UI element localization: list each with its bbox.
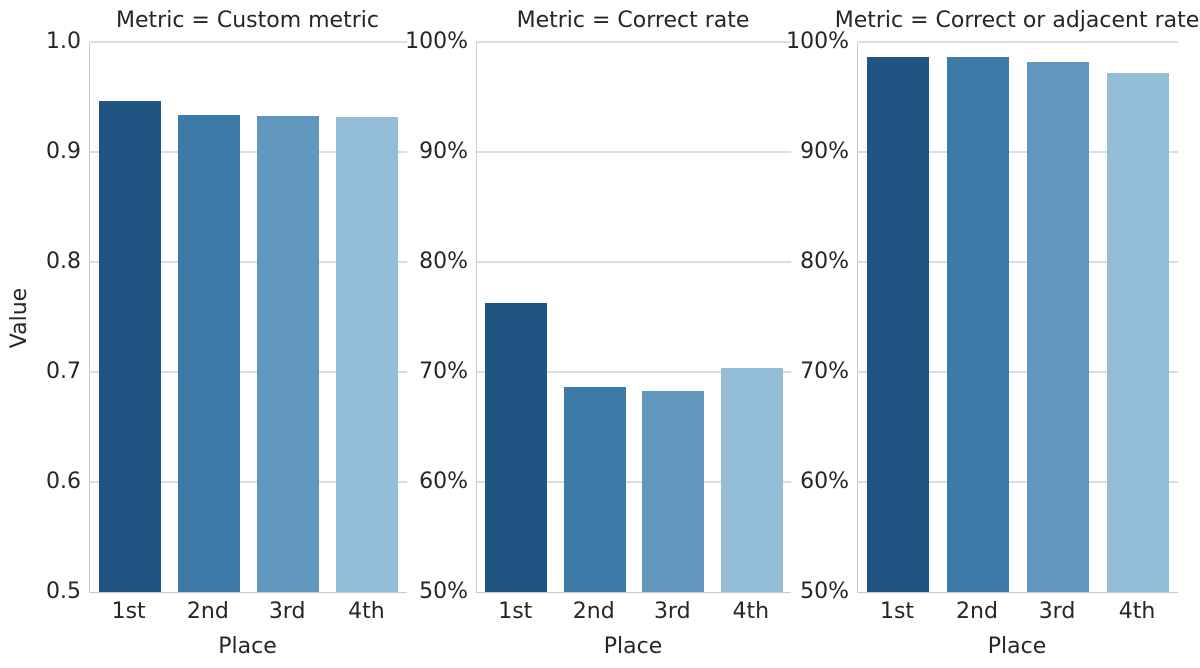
y-tick-label: 50% — [800, 579, 849, 604]
gridline — [477, 41, 791, 43]
y-tick-label: 0.5 — [46, 579, 81, 604]
bar-4th — [720, 367, 783, 592]
x-tick-label: 4th — [732, 599, 770, 624]
x-tick-label: 1st — [879, 599, 915, 624]
x-axis-label: Place — [987, 634, 1047, 659]
y-tick-label: 80% — [800, 249, 849, 274]
gridline — [477, 261, 791, 263]
gridline — [90, 151, 407, 153]
gridline — [858, 41, 1178, 43]
bar-3rd — [1027, 61, 1089, 592]
bar-1st — [98, 101, 161, 592]
bar-2nd — [563, 387, 626, 592]
y-tick-label: 0.9 — [46, 139, 81, 164]
x-tick-label: 4th — [348, 599, 385, 624]
x-tick-label: 2nd — [956, 599, 998, 624]
gridline — [858, 481, 1178, 483]
bar-3rd — [257, 115, 320, 592]
bar-2nd — [947, 57, 1009, 592]
x-tick-label: 3rd — [268, 599, 306, 624]
x-tick-label: 1st — [498, 599, 533, 624]
facet-title: Metric = Custom metric — [116, 8, 379, 33]
x-tick-label: 1st — [111, 599, 146, 624]
facet-title: Metric = Correct or adjacent rate — [834, 8, 1200, 33]
y-tick-label: 60% — [419, 469, 468, 494]
y-tick-label: 70% — [419, 359, 468, 384]
y-tick-label: 100% — [786, 29, 849, 54]
y-tick-label: 0.7 — [46, 359, 81, 384]
y-tick-label: 90% — [800, 139, 849, 164]
x-tick-label: 3rd — [1038, 599, 1076, 624]
gridline — [90, 371, 407, 373]
y-tick-label: 70% — [800, 359, 849, 384]
gridline — [477, 151, 791, 153]
x-tick-label: 2nd — [186, 599, 229, 624]
x-axis-label: Place — [218, 634, 277, 659]
y-tick-label: 80% — [419, 249, 468, 274]
plot-area — [476, 41, 791, 593]
y-tick-label: 50% — [419, 579, 468, 604]
bar-1st — [485, 302, 548, 592]
x-axis-label: Place — [603, 634, 663, 659]
gridline — [858, 261, 1178, 263]
x-tick-label: 3rd — [653, 599, 691, 624]
facet-title: Metric = Correct rate — [516, 8, 750, 33]
y-tick-label: 0.6 — [46, 469, 81, 494]
gridline — [90, 261, 407, 263]
y-tick-label: 60% — [800, 469, 849, 494]
bar-1st — [867, 57, 929, 592]
x-tick-label: 4th — [1118, 599, 1156, 624]
gridline — [858, 371, 1178, 373]
bar-4th — [336, 116, 399, 592]
y-tick-label: 90% — [419, 139, 468, 164]
y-tick-label: 1.0 — [46, 29, 81, 54]
gridline — [90, 41, 407, 43]
gridline — [477, 371, 791, 373]
gridline — [90, 481, 407, 483]
gridline — [477, 481, 791, 483]
x-tick-label: 2nd — [572, 599, 615, 624]
bar-4th — [1107, 72, 1169, 592]
plot-area — [857, 41, 1178, 593]
bar-3rd — [642, 390, 705, 592]
bar-2nd — [177, 114, 240, 592]
y-tick-label: 0.8 — [46, 249, 81, 274]
plot-area — [89, 41, 407, 593]
gridline — [858, 151, 1178, 153]
y-tick-label: 100% — [405, 29, 468, 54]
